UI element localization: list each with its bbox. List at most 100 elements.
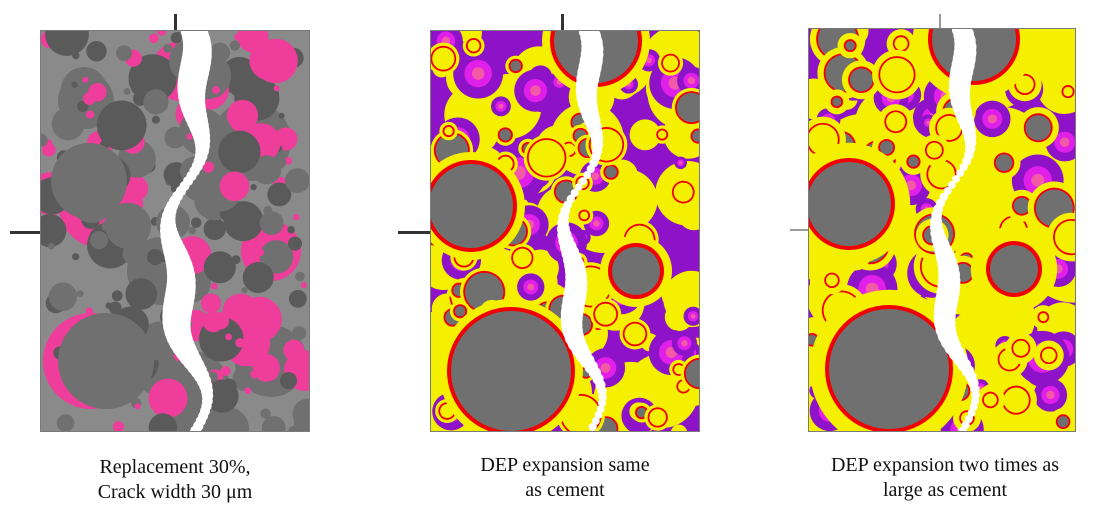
dep-core [1046, 390, 1055, 400]
dep-core [690, 313, 696, 319]
cement-grain [1013, 340, 1029, 356]
particle [252, 155, 282, 185]
crack-segment [969, 403, 978, 411]
particle [232, 304, 239, 311]
large-cement-grain [612, 247, 660, 295]
particle [292, 398, 309, 430]
particle [41, 214, 67, 248]
particle [278, 112, 285, 119]
particle [241, 287, 248, 294]
particle [48, 243, 55, 250]
particle [242, 262, 274, 294]
particle [85, 110, 95, 119]
particle [288, 425, 298, 431]
particle [212, 86, 220, 94]
cement-grain [444, 126, 453, 136]
cement-grain [908, 156, 919, 167]
particle [151, 115, 160, 124]
particle [219, 171, 250, 202]
cement-grain [845, 40, 855, 51]
cement-grain [1016, 75, 1034, 94]
cement-grain [676, 92, 699, 123]
particle [250, 370, 259, 379]
particle [148, 378, 188, 418]
particle [71, 81, 78, 88]
cement-grain [1013, 197, 1030, 214]
cement-grain [467, 39, 480, 52]
particle [234, 33, 241, 41]
cement-grain [1041, 348, 1056, 363]
particle [72, 52, 80, 60]
crack-segment [594, 411, 603, 419]
particle [112, 421, 125, 431]
particle [287, 236, 302, 251]
particle [163, 43, 173, 53]
particle [225, 333, 232, 341]
cement-grain [662, 55, 679, 71]
microstructure-panel-3 [808, 28, 1076, 432]
particle [76, 290, 84, 298]
cement-grain [673, 182, 693, 202]
particle [253, 38, 298, 84]
dep-core [987, 114, 997, 124]
cement-grain [595, 303, 617, 325]
cement-grain [886, 112, 906, 132]
cement-grain [512, 248, 532, 268]
particle [48, 282, 78, 311]
crack-segment [591, 417, 600, 425]
crack-segment [598, 392, 607, 402]
particle [128, 54, 177, 103]
particle [229, 40, 241, 51]
cement-grain [894, 37, 908, 51]
large-cement-grain [829, 309, 949, 429]
cement-grain [580, 211, 589, 220]
axis-line-right-vertical [939, 14, 941, 32]
cement-grain [926, 142, 942, 158]
particle [292, 326, 307, 341]
cement-grain [528, 139, 565, 176]
axis-line-left-horizontal [10, 231, 42, 234]
dep-core [471, 67, 485, 80]
expansion-layer [595, 169, 658, 231]
particle [123, 88, 131, 95]
particle [279, 372, 298, 390]
particle [220, 365, 231, 376]
dep-core [926, 120, 931, 125]
crack-segment [586, 164, 595, 174]
cement-grain [1003, 387, 1029, 413]
particle [146, 248, 164, 266]
particle [235, 338, 245, 348]
crack-segment [952, 175, 960, 183]
crack-segment [959, 162, 968, 172]
crack-segment [190, 425, 202, 431]
cement-grain [1054, 220, 1075, 254]
cement-grain [928, 160, 955, 188]
crack-segment [574, 183, 583, 191]
particle [264, 313, 276, 325]
particle [108, 301, 122, 315]
dep-core [593, 220, 600, 227]
dep-core [906, 180, 917, 191]
particle [260, 408, 271, 419]
axis-line-mid-vertical [561, 14, 564, 34]
cement-grain [692, 130, 699, 142]
particle [105, 202, 152, 249]
particle [107, 251, 114, 258]
particle [284, 157, 293, 165]
crack-segment [596, 405, 605, 413]
particle [60, 66, 108, 114]
cement-grain [685, 359, 699, 388]
cement-grain [510, 60, 522, 72]
particle [45, 31, 89, 56]
particle [203, 251, 236, 284]
particle [82, 76, 89, 83]
expansion-layer [671, 424, 688, 431]
particle [256, 248, 265, 257]
expansion-layer [959, 304, 1002, 347]
particle [111, 290, 123, 302]
large-cement-grain [809, 162, 891, 246]
axis-line-left-vertical [174, 14, 177, 34]
cement-grain [995, 154, 1013, 172]
panel-1-svg [41, 31, 309, 431]
crack-segment [947, 181, 956, 189]
